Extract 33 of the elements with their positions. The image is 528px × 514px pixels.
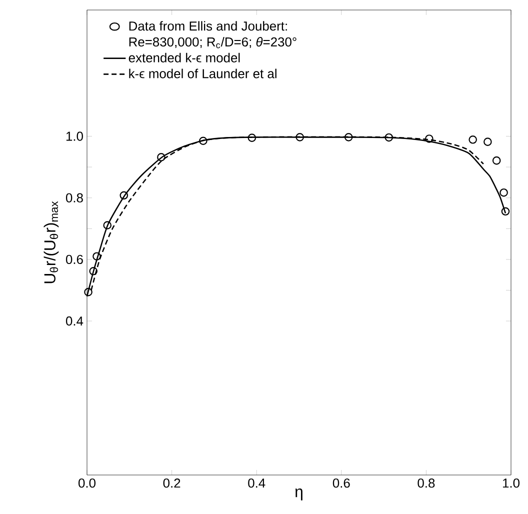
y-tick-label: 1.0 [66, 132, 83, 141]
point [296, 133, 304, 142]
legend-label: Data from Ellis and Joubert: [129, 21, 287, 31]
point [344, 133, 353, 142]
point [484, 138, 492, 146]
point [199, 136, 208, 146]
point [492, 156, 501, 165]
x-axis-title: η [295, 488, 302, 500]
y-tick-label: 0.8 [66, 193, 83, 202]
x-tick-label: 0.0 [78, 478, 96, 488]
annotation: Re=830,000; R$_{c}$/D=6; θ=230° [129, 37, 296, 48]
x-tick-label: 0.4 [248, 478, 266, 488]
point [384, 133, 394, 142]
point [89, 266, 98, 276]
point [92, 252, 101, 261]
y-axis-title: U$_{θ}$r/(U$_{θ}$r)$_{max}$ [44, 201, 59, 284]
point [103, 221, 112, 230]
x-tick-label: 0.2 [163, 478, 180, 488]
x-tick-label: 0.6 [332, 478, 350, 488]
y-tick-label: 0.6 [66, 254, 83, 264]
point [248, 134, 256, 142]
x-tick-label: 1.0 [502, 478, 520, 488]
point [501, 207, 510, 216]
point [425, 134, 434, 143]
point [120, 191, 128, 200]
point [468, 135, 477, 144]
y-tick-label: 0.4 [66, 316, 84, 326]
x-tick-label: 0.8 [418, 478, 435, 488]
legend-label: k-ϵ model of Launder et al [129, 68, 276, 78]
point [84, 288, 92, 296]
point [157, 153, 166, 162]
point [500, 188, 508, 197]
legend-label: extended k-ϵ model [128, 52, 240, 62]
